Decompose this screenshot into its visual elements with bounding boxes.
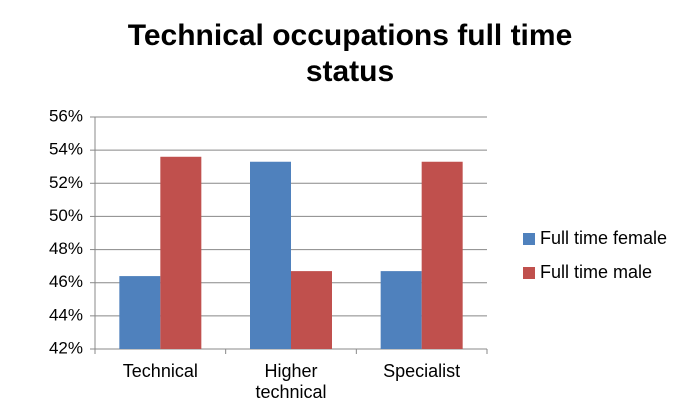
x-tick-label: Specialist: [383, 361, 461, 381]
legend-label: Full time male: [540, 262, 653, 282]
y-tick-label: 54%: [49, 140, 83, 159]
legend-swatch: [523, 233, 535, 245]
bar: [421, 161, 463, 349]
legend-swatch: [523, 267, 535, 279]
legend-label: Full time female: [540, 228, 668, 248]
chart-title: Technical occupations full time status: [127, 19, 573, 88]
y-tick-label: 56%: [49, 106, 83, 125]
bar: [119, 276, 161, 349]
x-tick-label: Technical: [122, 361, 198, 381]
bar: [380, 271, 422, 349]
x-tick-label: Higher technical: [255, 361, 327, 402]
bar: [291, 271, 332, 349]
y-tick-label: 46%: [49, 272, 83, 291]
bar: [250, 161, 291, 349]
y-tick-label: 50%: [49, 206, 83, 225]
y-tick-label: 42%: [49, 338, 83, 357]
bar: [160, 156, 202, 349]
y-tick-label: 52%: [49, 173, 83, 192]
y-tick-label: 44%: [49, 305, 83, 324]
y-tick-label: 48%: [49, 239, 83, 258]
